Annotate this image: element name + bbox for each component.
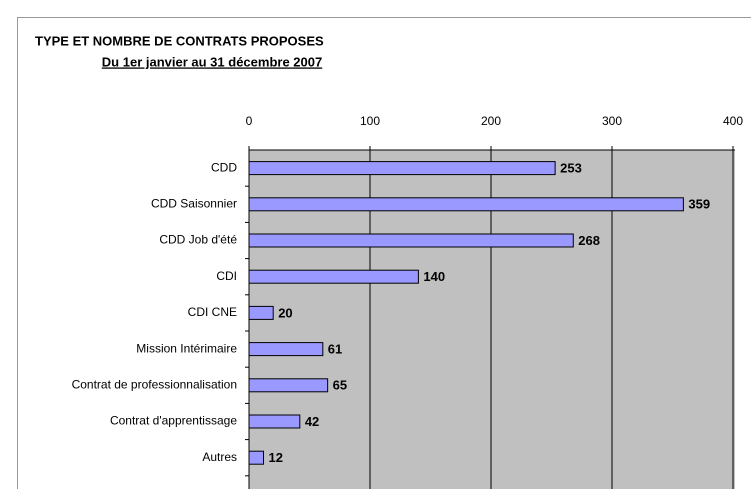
- bar: [248, 414, 301, 429]
- bar: [248, 342, 324, 357]
- data-label: 20: [278, 305, 292, 320]
- data-label: 268: [578, 233, 600, 248]
- bar: [248, 233, 574, 248]
- y-tick-label: Contrat d'apprentissage: [110, 414, 237, 428]
- y-tick-label: CDI CNE: [188, 305, 237, 319]
- bar: [248, 161, 556, 176]
- chart-subtitle: Du 1er janvier au 31 décembre 2007: [102, 54, 322, 69]
- y-tick-label: CDD Saisonnier: [151, 196, 237, 210]
- chart-title: TYPE ET NOMBRE DE CONTRATS PROPOSES: [35, 33, 324, 48]
- y-tick-label: Contrat de professionnalisation: [72, 377, 237, 391]
- y-tick-label: Autres: [202, 450, 237, 464]
- data-label: 12: [269, 450, 283, 465]
- y-tick-label: CDI: [216, 269, 237, 283]
- data-label: 65: [333, 378, 347, 393]
- data-label: 61: [328, 342, 342, 357]
- data-label: 359: [688, 197, 710, 212]
- bar: [248, 197, 684, 212]
- y-tick-label: CDD Job d'été: [159, 233, 237, 247]
- y-tick-label: Mission Intérimaire: [136, 341, 237, 355]
- chart-frame: [17, 17, 751, 489]
- data-label: 42: [305, 414, 319, 429]
- x-tick-label: 300: [602, 114, 622, 128]
- x-tick-label: 0: [246, 114, 253, 128]
- x-tick-label: 400: [723, 114, 743, 128]
- bar: [248, 305, 274, 320]
- bar: [248, 450, 265, 465]
- x-tick-label: 200: [481, 114, 501, 128]
- bar: [248, 378, 329, 393]
- data-label: 140: [423, 269, 445, 284]
- bar: [248, 269, 419, 284]
- y-tick-label: CDD: [211, 160, 237, 174]
- data-label: 253: [560, 161, 582, 176]
- x-tick-label: 100: [360, 114, 380, 128]
